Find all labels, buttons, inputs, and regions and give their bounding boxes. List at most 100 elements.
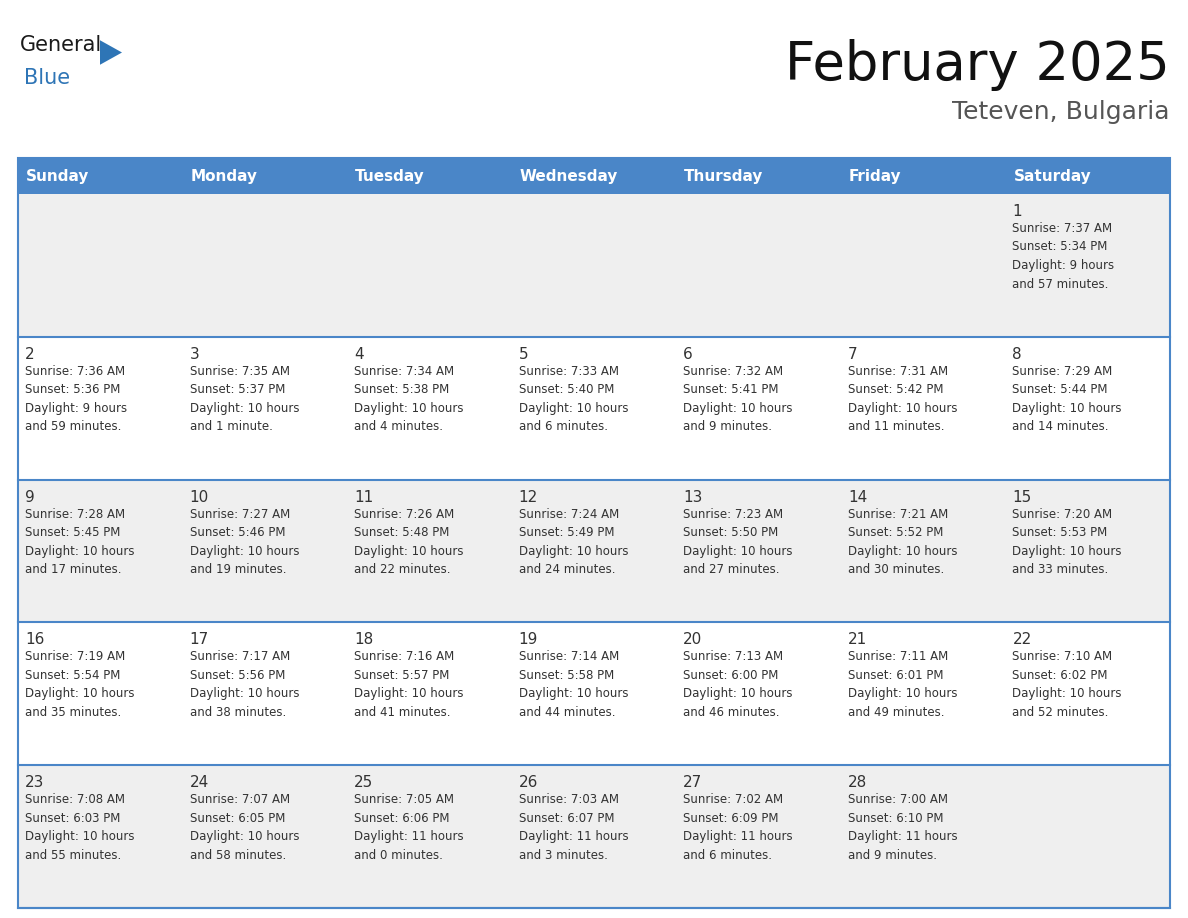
Text: 7: 7 <box>848 347 858 362</box>
Bar <box>512 194 676 337</box>
Text: Sunday: Sunday <box>26 169 89 184</box>
Text: 5: 5 <box>519 347 529 362</box>
Bar <box>676 622 841 766</box>
Text: 20: 20 <box>683 633 702 647</box>
Bar <box>676 479 841 622</box>
Bar <box>18 158 183 194</box>
Bar <box>512 622 676 766</box>
Text: Sunrise: 7:28 AM
Sunset: 5:45 PM
Daylight: 10 hours
and 17 minutes.: Sunrise: 7:28 AM Sunset: 5:45 PM Dayligh… <box>25 508 134 577</box>
Bar <box>1005 158 1170 194</box>
Text: 24: 24 <box>190 775 209 790</box>
Text: 6: 6 <box>683 347 693 362</box>
Bar <box>18 158 1170 908</box>
Bar <box>1005 622 1170 766</box>
Bar <box>18 622 183 766</box>
Text: Sunrise: 7:35 AM
Sunset: 5:37 PM
Daylight: 10 hours
and 1 minute.: Sunrise: 7:35 AM Sunset: 5:37 PM Dayligh… <box>190 364 299 433</box>
Bar <box>841 766 1005 908</box>
Bar <box>676 766 841 908</box>
Text: Sunrise: 7:16 AM
Sunset: 5:57 PM
Daylight: 10 hours
and 41 minutes.: Sunrise: 7:16 AM Sunset: 5:57 PM Dayligh… <box>354 650 463 719</box>
Text: Friday: Friday <box>849 169 902 184</box>
Text: Sunrise: 7:31 AM
Sunset: 5:42 PM
Daylight: 10 hours
and 11 minutes.: Sunrise: 7:31 AM Sunset: 5:42 PM Dayligh… <box>848 364 958 433</box>
Text: 10: 10 <box>190 489 209 505</box>
Polygon shape <box>100 40 122 65</box>
Text: 27: 27 <box>683 775 702 790</box>
Bar <box>183 479 347 622</box>
Text: Sunrise: 7:00 AM
Sunset: 6:10 PM
Daylight: 11 hours
and 9 minutes.: Sunrise: 7:00 AM Sunset: 6:10 PM Dayligh… <box>848 793 958 862</box>
Bar <box>183 194 347 337</box>
Text: Sunrise: 7:10 AM
Sunset: 6:02 PM
Daylight: 10 hours
and 52 minutes.: Sunrise: 7:10 AM Sunset: 6:02 PM Dayligh… <box>1012 650 1121 719</box>
Bar <box>841 479 1005 622</box>
Text: Sunrise: 7:08 AM
Sunset: 6:03 PM
Daylight: 10 hours
and 55 minutes.: Sunrise: 7:08 AM Sunset: 6:03 PM Dayligh… <box>25 793 134 862</box>
Bar <box>1005 766 1170 908</box>
Text: Sunrise: 7:26 AM
Sunset: 5:48 PM
Daylight: 10 hours
and 22 minutes.: Sunrise: 7:26 AM Sunset: 5:48 PM Dayligh… <box>354 508 463 577</box>
Text: February 2025: February 2025 <box>785 39 1170 91</box>
Text: 25: 25 <box>354 775 373 790</box>
Text: Thursday: Thursday <box>684 169 764 184</box>
Bar <box>347 622 512 766</box>
Text: 15: 15 <box>1012 489 1031 505</box>
Bar <box>512 479 676 622</box>
Bar <box>347 158 512 194</box>
Text: Sunrise: 7:20 AM
Sunset: 5:53 PM
Daylight: 10 hours
and 33 minutes.: Sunrise: 7:20 AM Sunset: 5:53 PM Dayligh… <box>1012 508 1121 577</box>
Text: Sunrise: 7:33 AM
Sunset: 5:40 PM
Daylight: 10 hours
and 6 minutes.: Sunrise: 7:33 AM Sunset: 5:40 PM Dayligh… <box>519 364 628 433</box>
Text: Teteven, Bulgaria: Teteven, Bulgaria <box>953 100 1170 124</box>
Text: 1: 1 <box>1012 204 1022 219</box>
Text: 17: 17 <box>190 633 209 647</box>
Text: 12: 12 <box>519 489 538 505</box>
Text: Sunrise: 7:03 AM
Sunset: 6:07 PM
Daylight: 11 hours
and 3 minutes.: Sunrise: 7:03 AM Sunset: 6:07 PM Dayligh… <box>519 793 628 862</box>
Bar <box>676 158 841 194</box>
Text: Sunrise: 7:07 AM
Sunset: 6:05 PM
Daylight: 10 hours
and 58 minutes.: Sunrise: 7:07 AM Sunset: 6:05 PM Dayligh… <box>190 793 299 862</box>
Bar <box>183 337 347 479</box>
Text: 19: 19 <box>519 633 538 647</box>
Text: General: General <box>20 35 102 55</box>
Bar <box>841 158 1005 194</box>
Bar <box>512 337 676 479</box>
Text: Sunrise: 7:11 AM
Sunset: 6:01 PM
Daylight: 10 hours
and 49 minutes.: Sunrise: 7:11 AM Sunset: 6:01 PM Dayligh… <box>848 650 958 719</box>
Bar <box>841 194 1005 337</box>
Text: 13: 13 <box>683 489 702 505</box>
Text: 22: 22 <box>1012 633 1031 647</box>
Text: Sunrise: 7:21 AM
Sunset: 5:52 PM
Daylight: 10 hours
and 30 minutes.: Sunrise: 7:21 AM Sunset: 5:52 PM Dayligh… <box>848 508 958 577</box>
Bar <box>676 337 841 479</box>
Text: 9: 9 <box>25 489 34 505</box>
Text: Sunrise: 7:32 AM
Sunset: 5:41 PM
Daylight: 10 hours
and 9 minutes.: Sunrise: 7:32 AM Sunset: 5:41 PM Dayligh… <box>683 364 792 433</box>
Text: Monday: Monday <box>190 169 258 184</box>
Text: Tuesday: Tuesday <box>355 169 425 184</box>
Bar <box>512 766 676 908</box>
Text: Sunrise: 7:13 AM
Sunset: 6:00 PM
Daylight: 10 hours
and 46 minutes.: Sunrise: 7:13 AM Sunset: 6:00 PM Dayligh… <box>683 650 792 719</box>
Bar <box>18 479 183 622</box>
Text: 14: 14 <box>848 489 867 505</box>
Bar <box>183 158 347 194</box>
Text: Sunrise: 7:29 AM
Sunset: 5:44 PM
Daylight: 10 hours
and 14 minutes.: Sunrise: 7:29 AM Sunset: 5:44 PM Dayligh… <box>1012 364 1121 433</box>
Text: 8: 8 <box>1012 347 1022 362</box>
Bar <box>347 766 512 908</box>
Text: Sunrise: 7:36 AM
Sunset: 5:36 PM
Daylight: 9 hours
and 59 minutes.: Sunrise: 7:36 AM Sunset: 5:36 PM Dayligh… <box>25 364 127 433</box>
Text: Sunrise: 7:24 AM
Sunset: 5:49 PM
Daylight: 10 hours
and 24 minutes.: Sunrise: 7:24 AM Sunset: 5:49 PM Dayligh… <box>519 508 628 577</box>
Bar <box>18 337 183 479</box>
Bar <box>183 766 347 908</box>
Text: Sunrise: 7:34 AM
Sunset: 5:38 PM
Daylight: 10 hours
and 4 minutes.: Sunrise: 7:34 AM Sunset: 5:38 PM Dayligh… <box>354 364 463 433</box>
Bar <box>841 622 1005 766</box>
Text: Wednesday: Wednesday <box>519 169 618 184</box>
Text: Saturday: Saturday <box>1013 169 1092 184</box>
Bar <box>512 158 676 194</box>
Bar <box>841 337 1005 479</box>
Text: Sunrise: 7:19 AM
Sunset: 5:54 PM
Daylight: 10 hours
and 35 minutes.: Sunrise: 7:19 AM Sunset: 5:54 PM Dayligh… <box>25 650 134 719</box>
Bar <box>18 766 183 908</box>
Text: Sunrise: 7:27 AM
Sunset: 5:46 PM
Daylight: 10 hours
and 19 minutes.: Sunrise: 7:27 AM Sunset: 5:46 PM Dayligh… <box>190 508 299 577</box>
Text: Sunrise: 7:23 AM
Sunset: 5:50 PM
Daylight: 10 hours
and 27 minutes.: Sunrise: 7:23 AM Sunset: 5:50 PM Dayligh… <box>683 508 792 577</box>
Text: Sunrise: 7:02 AM
Sunset: 6:09 PM
Daylight: 11 hours
and 6 minutes.: Sunrise: 7:02 AM Sunset: 6:09 PM Dayligh… <box>683 793 792 862</box>
Text: 26: 26 <box>519 775 538 790</box>
Bar <box>18 194 183 337</box>
Bar <box>347 479 512 622</box>
Bar <box>183 622 347 766</box>
Text: 21: 21 <box>848 633 867 647</box>
Text: Sunrise: 7:05 AM
Sunset: 6:06 PM
Daylight: 11 hours
and 0 minutes.: Sunrise: 7:05 AM Sunset: 6:06 PM Dayligh… <box>354 793 463 862</box>
Bar <box>1005 479 1170 622</box>
Text: Blue: Blue <box>24 68 70 88</box>
Text: 11: 11 <box>354 489 373 505</box>
Bar <box>347 337 512 479</box>
Text: 23: 23 <box>25 775 44 790</box>
Bar <box>1005 337 1170 479</box>
Bar <box>1005 194 1170 337</box>
